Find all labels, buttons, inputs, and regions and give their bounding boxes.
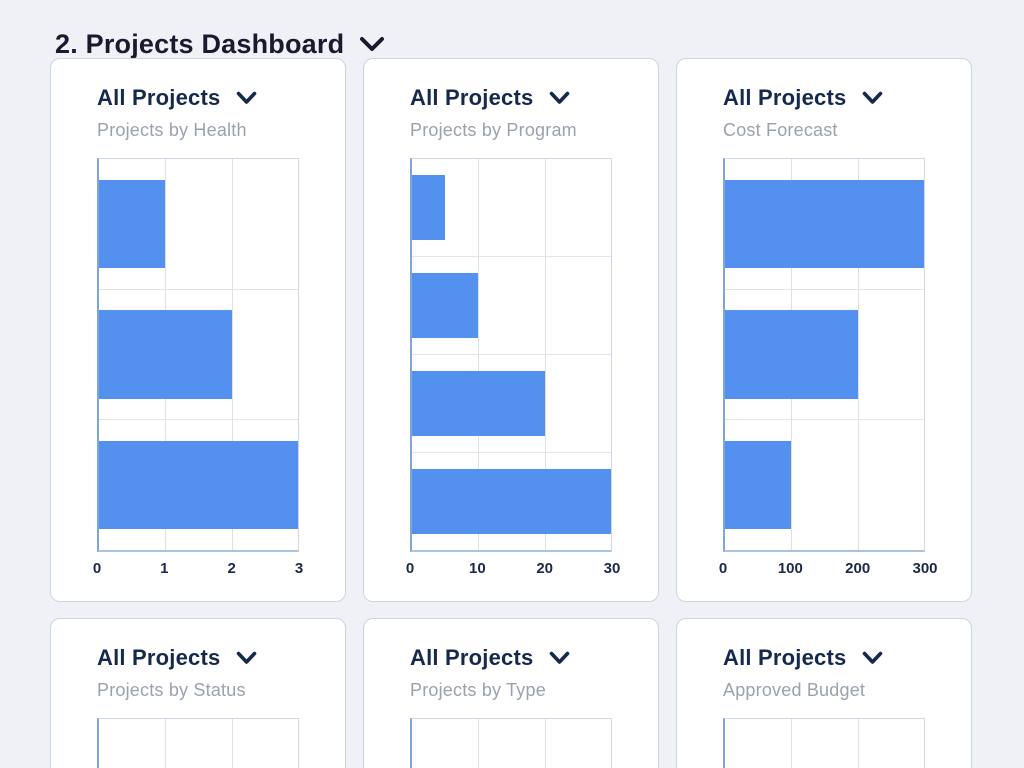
- chart-bands: [725, 159, 924, 550]
- bar[interactable]: [412, 272, 479, 339]
- filter-label: All Projects: [410, 645, 534, 670]
- bar[interactable]: [412, 174, 446, 241]
- chart-plot-area: [97, 158, 299, 552]
- x-tick-label: 10: [468, 560, 486, 577]
- gridline: [231, 719, 233, 768]
- chart-title: Projects by Program: [410, 120, 577, 140]
- bar[interactable]: [99, 179, 166, 268]
- gridline: [231, 159, 233, 550]
- x-tick-label: 100: [777, 560, 803, 577]
- x-tick-label: 0: [718, 560, 728, 577]
- card-filter-dropdown[interactable]: All Projects: [410, 83, 612, 113]
- chevron-down-icon[interactable]: [862, 91, 883, 105]
- chevron-down-icon[interactable]: [236, 91, 257, 105]
- dashboard-card: All Projects Projects by Type: [363, 618, 659, 768]
- dashboard-card: All Projects Projects by Health 0 1 2 3: [50, 58, 346, 602]
- chart-band: [412, 453, 611, 550]
- bar[interactable]: [725, 179, 924, 268]
- chevron-down-icon[interactable]: [236, 651, 257, 665]
- chart-bands: [725, 719, 924, 768]
- bar-chart: 0 100 200 300: [719, 158, 938, 590]
- bar[interactable]: [99, 310, 232, 399]
- dashboard-card: All Projects Projects by Status: [50, 618, 346, 768]
- chart-title: Cost Forecast: [723, 120, 838, 140]
- x-tick-label: 0: [92, 560, 102, 577]
- chart-title: Projects by Health: [97, 120, 247, 140]
- chart-band: [99, 159, 298, 290]
- chevron-down-icon[interactable]: [549, 651, 570, 665]
- chart-plot-area: [410, 718, 612, 768]
- bar[interactable]: [725, 441, 792, 530]
- dashboard-card: All Projects Cost Forecast 0 100 200 300: [676, 58, 972, 602]
- chart-plot-area: [723, 158, 925, 552]
- x-axis: 0 1 2 3: [93, 560, 303, 590]
- filter-label: All Projects: [723, 85, 847, 110]
- filter-label: All Projects: [97, 85, 221, 110]
- x-tick-label: 0: [405, 560, 415, 577]
- chart-plot-area: [97, 718, 299, 768]
- x-axis: 0 10 20 30: [406, 560, 621, 590]
- gridline: [544, 719, 546, 768]
- chart-title: Approved Budget: [723, 680, 866, 700]
- bar-chart: [410, 718, 612, 768]
- dashboard-card: All Projects Projects by Program 0 10 20 30: [363, 58, 659, 602]
- x-tick-label: 1: [160, 560, 169, 577]
- chart-band: [412, 159, 611, 257]
- chart-band: [725, 159, 924, 290]
- dashboard-grid: All Projects Projects by Health 0 1 2 3 All…: [50, 58, 1024, 768]
- chevron-down-icon[interactable]: [359, 36, 385, 52]
- x-tick-label: 2: [227, 560, 236, 577]
- card-filter-dropdown[interactable]: All Projects: [723, 643, 925, 673]
- x-tick-label: 20: [536, 560, 553, 577]
- gridline: [791, 719, 793, 768]
- bar[interactable]: [99, 441, 298, 530]
- filter-label: All Projects: [723, 645, 847, 670]
- chart-plot-area: [410, 158, 612, 552]
- chart-band: [99, 290, 298, 421]
- chart-bands: [99, 719, 298, 768]
- bar-chart: [97, 718, 299, 768]
- dashboard-card: All Projects Approved Budget: [676, 618, 972, 768]
- card-filter-dropdown[interactable]: All Projects: [723, 83, 925, 113]
- x-tick-label: 30: [603, 560, 621, 577]
- chart-band: [725, 290, 924, 421]
- chart-bands: [412, 159, 611, 550]
- x-axis: 0 100 200 300: [719, 560, 938, 590]
- x-tick-label: 300: [912, 560, 938, 577]
- chevron-down-icon[interactable]: [862, 651, 883, 665]
- x-tick-label: 3: [294, 560, 304, 577]
- bar[interactable]: [725, 310, 858, 399]
- gridline: [857, 159, 859, 550]
- chart-plot-area: [723, 718, 925, 768]
- chart-band: [412, 257, 611, 355]
- chart-band: [412, 355, 611, 453]
- chart-band: [99, 420, 298, 550]
- page-header: 2. Projects Dashboard: [0, 0, 1024, 59]
- bar[interactable]: [412, 468, 611, 535]
- bar[interactable]: [412, 370, 545, 437]
- chart-band: [725, 420, 924, 550]
- page-title: 2. Projects Dashboard: [55, 28, 345, 59]
- card-filter-dropdown[interactable]: All Projects: [97, 643, 299, 673]
- card-filter-dropdown[interactable]: All Projects: [410, 643, 612, 673]
- gridline: [478, 719, 480, 768]
- bar-chart: [723, 718, 925, 768]
- chart-title: Projects by Status: [97, 680, 246, 700]
- gridline: [857, 719, 859, 768]
- chart-bands: [412, 719, 611, 768]
- filter-label: All Projects: [410, 85, 534, 110]
- x-tick-label: 200: [845, 560, 871, 577]
- gridline: [165, 719, 167, 768]
- chevron-down-icon[interactable]: [549, 91, 570, 105]
- card-filter-dropdown[interactable]: All Projects: [97, 83, 299, 113]
- chart-title: Projects by Type: [410, 680, 546, 700]
- filter-label: All Projects: [97, 645, 221, 670]
- bar-chart: 0 1 2 3: [93, 158, 303, 590]
- bar-chart: 0 10 20 30: [406, 158, 621, 590]
- chart-bands: [99, 159, 298, 550]
